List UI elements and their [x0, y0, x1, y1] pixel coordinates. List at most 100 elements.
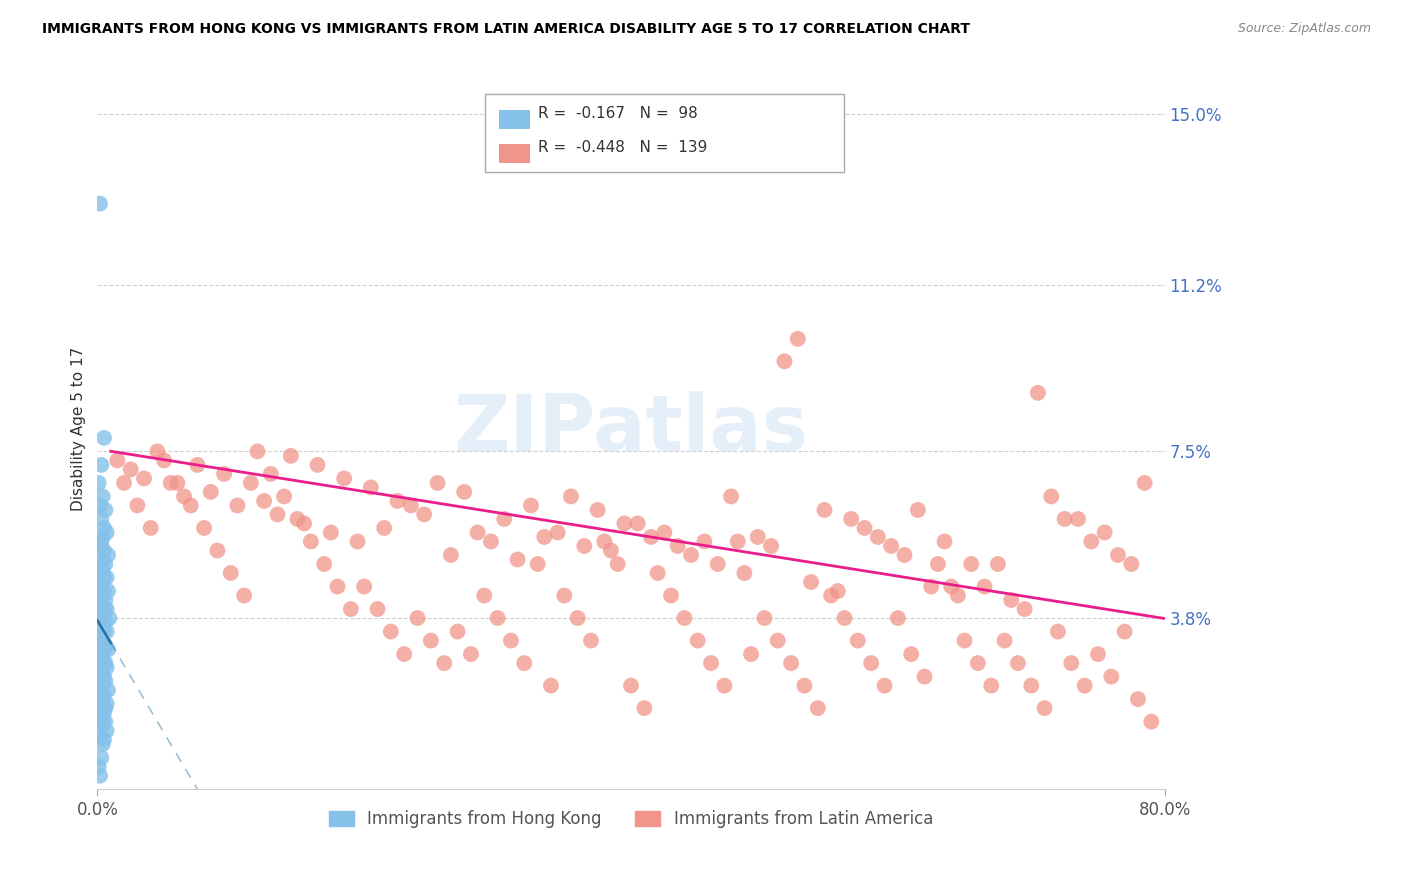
Point [97, 642, 120, 657]
Point [97, 548, 120, 562]
Point [200, 484, 222, 499]
Point [91, 589, 114, 603]
Point [1000, 593, 1022, 607]
Point [90, 629, 112, 643]
Point [900, 647, 922, 661]
Point [839, 512, 862, 526]
Point [326, 580, 349, 594]
Point [153, 453, 176, 467]
Point [1046, 624, 1069, 639]
Point [91, 714, 114, 729]
Point [90, 615, 112, 630]
Text: IMMIGRANTS FROM HONG KONG VS IMMIGRANTS FROM LATIN AMERICA DISABILITY AGE 5 TO 1: IMMIGRANTS FROM HONG KONG VS IMMIGRANTS … [42, 22, 970, 37]
Point [733, 566, 755, 580]
Point [89, 660, 111, 674]
Point [87, 611, 110, 625]
Point [98, 611, 121, 625]
Point [1026, 385, 1049, 400]
Point [299, 534, 322, 549]
Point [91, 701, 114, 715]
Point [87, 670, 110, 684]
Point [446, 624, 468, 639]
Point [706, 557, 728, 571]
Point [90, 512, 112, 526]
Point [433, 656, 456, 670]
Text: Source: ZipAtlas.com: Source: ZipAtlas.com [1237, 22, 1371, 36]
Point [93, 688, 115, 702]
Point [786, 332, 808, 346]
Legend: Immigrants from Hong Kong, Immigrants from Latin America: Immigrants from Hong Kong, Immigrants fr… [322, 804, 939, 835]
Point [1080, 534, 1102, 549]
Point [560, 490, 582, 504]
Point [747, 530, 769, 544]
Point [90, 598, 112, 612]
Point [89, 589, 111, 603]
Point [94, 714, 117, 729]
Point [89, 607, 111, 621]
Point [1094, 525, 1116, 540]
Point [94, 615, 117, 630]
Point [91, 737, 114, 751]
Point [873, 679, 896, 693]
Point [91, 620, 114, 634]
Point [90, 651, 112, 665]
Point [494, 512, 516, 526]
Point [813, 503, 835, 517]
Point [90, 580, 112, 594]
Point [606, 557, 628, 571]
Text: ZIPatlas: ZIPatlas [454, 391, 808, 467]
Point [97, 683, 120, 698]
Point [94, 593, 117, 607]
Point [91, 552, 114, 566]
Point [105, 453, 128, 467]
Point [93, 642, 115, 657]
Point [89, 561, 111, 575]
Point [96, 525, 118, 540]
Point [846, 633, 869, 648]
Point [280, 449, 302, 463]
Point [93, 624, 115, 639]
Point [853, 521, 876, 535]
Point [90, 557, 112, 571]
Point [93, 521, 115, 535]
Point [207, 543, 229, 558]
Point [89, 196, 111, 211]
Point [800, 574, 823, 589]
Point [91, 490, 114, 504]
Point [89, 574, 111, 589]
Point [520, 499, 543, 513]
Point [980, 679, 1002, 693]
Point [440, 548, 463, 562]
Y-axis label: Disability Age 5 to 17: Disability Age 5 to 17 [72, 347, 86, 511]
Point [233, 589, 256, 603]
Point [946, 589, 969, 603]
Point [360, 480, 382, 494]
Point [392, 647, 415, 661]
Point [94, 557, 117, 571]
Point [834, 611, 856, 625]
Point [727, 534, 749, 549]
Point [91, 561, 114, 575]
Point [627, 516, 650, 531]
Point [93, 570, 115, 584]
Point [793, 679, 815, 693]
Point [93, 670, 115, 684]
Point [87, 688, 110, 702]
Point [212, 467, 235, 481]
Point [226, 499, 249, 513]
Point [246, 444, 269, 458]
Point [866, 530, 889, 544]
Point [90, 679, 112, 693]
Point [967, 656, 990, 670]
Point [96, 697, 118, 711]
Point [87, 598, 110, 612]
Point [479, 534, 502, 549]
Point [292, 516, 315, 531]
Point [367, 602, 389, 616]
Point [579, 633, 602, 648]
Point [91, 647, 114, 661]
Point [94, 656, 117, 670]
Point [239, 475, 262, 490]
Point [93, 431, 115, 445]
Point [907, 503, 929, 517]
